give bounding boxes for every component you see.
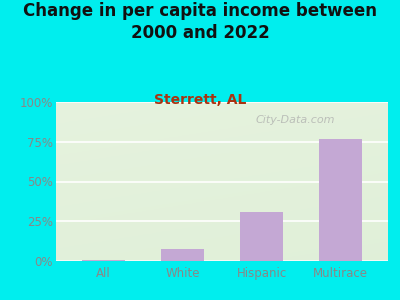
Bar	[319, 139, 362, 261]
Bar	[240, 212, 283, 261]
Bar	[82, 260, 125, 261]
Bar	[161, 249, 204, 261]
Text: City-Data.com: City-Data.com	[255, 115, 335, 125]
Text: Change in per capita income between
2000 and 2022: Change in per capita income between 2000…	[23, 2, 377, 42]
Text: Sterrett, AL: Sterrett, AL	[154, 93, 246, 107]
